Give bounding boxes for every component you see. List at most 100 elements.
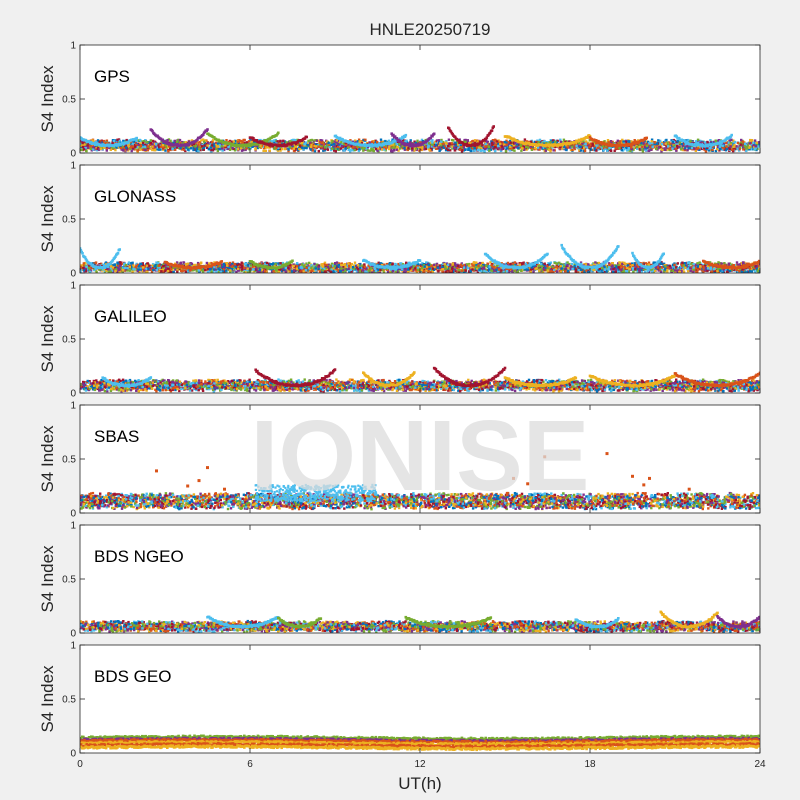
data-point: [514, 142, 517, 145]
data-point: [645, 144, 649, 148]
data-point: [597, 139, 600, 143]
data-point: [579, 145, 582, 148]
data-point: [615, 141, 618, 144]
data-point: [709, 147, 712, 150]
data-point: [342, 142, 346, 146]
data-point: [442, 144, 445, 147]
data-point: [551, 146, 554, 149]
data-point: [421, 144, 424, 147]
data-point: [98, 147, 101, 151]
data-point: [445, 147, 448, 150]
data-point: [755, 141, 758, 144]
data-point: [406, 148, 409, 152]
data-point: [270, 140, 274, 143]
data-point: [672, 147, 676, 151]
data-point: [520, 149, 523, 152]
data-point: [403, 148, 407, 151]
data-point: [196, 138, 199, 141]
data-point: [522, 145, 526, 148]
data-point: [577, 144, 580, 148]
data-point: [171, 147, 174, 151]
data-point: [531, 144, 534, 148]
data-point: [185, 146, 188, 149]
data-point: [585, 140, 588, 143]
data-point: [105, 139, 109, 142]
data-point: [360, 142, 363, 145]
data-point: [577, 141, 580, 145]
data-point: [218, 148, 221, 151]
data-point: [707, 149, 711, 152]
data-point: [130, 146, 133, 149]
data-point: [661, 148, 664, 152]
data-point: [663, 147, 667, 150]
data-point: [249, 138, 252, 141]
data-point: [714, 149, 718, 153]
data-point: [175, 140, 179, 143]
data-point: [167, 149, 170, 153]
data-point: [752, 144, 755, 147]
data-point: [512, 144, 515, 147]
data-point: [390, 132, 393, 135]
data-point: [315, 143, 318, 146]
data-point: [688, 146, 692, 149]
data-point: [659, 139, 662, 143]
data-point: [488, 144, 491, 147]
data-point: [515, 270, 518, 273]
data-point: [593, 149, 597, 152]
data-point: [499, 142, 502, 146]
data-point: [447, 127, 451, 130]
data-point: [177, 138, 180, 142]
data-point: [351, 140, 355, 143]
data-point: [543, 139, 546, 143]
data-point: [713, 140, 716, 144]
data-point: [356, 140, 359, 143]
data-point: [391, 138, 394, 141]
data-point: [80, 148, 83, 152]
data-point: [406, 141, 409, 144]
data-point: [224, 144, 227, 147]
data-point: [719, 147, 722, 150]
data-point: [287, 148, 290, 151]
data-point: [202, 140, 206, 143]
data-point: [405, 146, 409, 149]
data-point: [683, 147, 686, 151]
data-point: [177, 146, 181, 150]
data-point: [326, 148, 330, 151]
data-point: [392, 147, 396, 151]
data-point: [634, 146, 637, 149]
data-point: [300, 146, 304, 149]
data-point: [210, 261, 213, 265]
data-point: [233, 142, 236, 145]
data-point: [730, 147, 734, 150]
data-point: [102, 146, 106, 149]
data-point: [294, 148, 297, 151]
data-point: [489, 261, 492, 264]
data-point: [480, 149, 484, 152]
data-point: [380, 148, 384, 151]
data-point: [142, 141, 145, 145]
data-point: [276, 149, 280, 152]
data-point: [179, 147, 182, 150]
data-point: [249, 147, 252, 150]
data-point: [384, 140, 387, 143]
data-point: [732, 149, 735, 153]
data-point: [499, 149, 503, 152]
data-point: [449, 130, 453, 133]
data-point: [704, 149, 708, 152]
data-point: [355, 146, 358, 150]
data-point: [220, 139, 224, 143]
data-point: [338, 136, 342, 140]
data-point: [332, 145, 336, 148]
data-point: [292, 138, 295, 142]
data-point: [582, 146, 585, 150]
data-point: [164, 149, 167, 152]
data-point: [436, 147, 440, 150]
data-point: [554, 140, 557, 143]
data-point: [161, 144, 165, 147]
data-point: [418, 146, 421, 149]
data-point: [82, 148, 86, 151]
data-point: [120, 261, 123, 264]
data-point: [643, 140, 646, 143]
data-point: [615, 147, 618, 150]
